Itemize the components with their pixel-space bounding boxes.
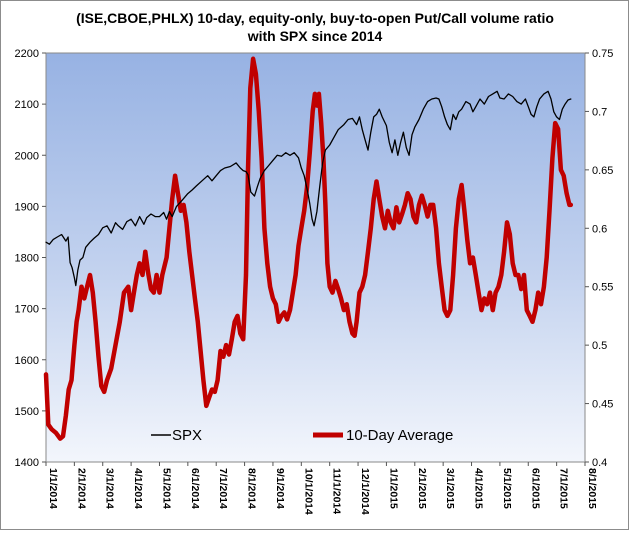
x-tick-label: 2/1/2015 [416, 468, 428, 509]
left-axis: 1400 1500 1600 1700 1800 1900 2000 2100 2200 [15, 48, 46, 469]
legend-avg-label: 10-Day Average [346, 427, 453, 444]
x-tick-label: 9/1/2014 [274, 468, 286, 509]
left-tick-label: 1700 [15, 304, 39, 316]
x-tick-label: 6/1/2014 [189, 468, 201, 509]
series-line-10-day-average [43, 56, 574, 441]
x-tick-label: 1/1/2015 [387, 468, 399, 509]
x-tick-label: 11/1/2014 [331, 468, 343, 514]
x-tick-label: 12/1/2014 [359, 468, 371, 515]
left-tick-label: 1400 [15, 457, 39, 469]
x-tick-label: 7/1/2015 [558, 468, 570, 509]
right-tick-label: 0.5 [592, 340, 607, 352]
x-tick-label: 1/1/2014 [47, 468, 59, 509]
x-tick-label: 10/1/2014 [302, 468, 314, 515]
chart-title-line-1: (ISE,CBOE,PHLX) 10-day, equity-only, buy… [76, 10, 554, 26]
right-tick-label: 0.75 [592, 48, 613, 60]
left-tick-label: 1800 [15, 253, 39, 265]
x-tick-label: 5/1/2014 [160, 468, 172, 509]
left-tick-label: 2000 [15, 150, 39, 162]
legend: SPX 10-Day Average [151, 427, 453, 444]
left-tick-label: 1500 [15, 406, 39, 418]
x-tick-label: 7/1/2014 [217, 468, 229, 509]
x-tick-label: 3/1/2014 [104, 468, 116, 509]
chart-title-line-2: with SPX since 2014 [247, 28, 383, 44]
left-tick-label: 2100 [15, 99, 39, 111]
x-tick-label: 5/1/2015 [501, 468, 513, 509]
x-tick-label: 6/1/2015 [529, 468, 541, 509]
right-tick-label: 0.55 [592, 282, 613, 294]
series-line-spx [45, 90, 572, 287]
x-tick-label: 4/1/2015 [473, 468, 485, 509]
plot-area [45, 52, 586, 463]
x-tick-label: 4/1/2014 [132, 468, 144, 509]
series-layer [43, 56, 574, 441]
right-tick-label: 0.6 [592, 223, 607, 235]
x-tick-label: 8/1/2015 [586, 468, 598, 509]
right-tick-label: 0.45 [592, 399, 613, 411]
right-tick-label: 0.4 [592, 457, 607, 469]
right-axis: 0.4 0.45 0.5 0.55 0.6 0.65 0.7 0.75 [585, 48, 613, 469]
x-axis: 1/1/2014 2/1/2014 3/1/2014 4/1/2014 5/1/2014… [45, 462, 598, 515]
x-tick-label: 2/1/2014 [75, 468, 87, 509]
right-tick-label: 0.7 [592, 106, 607, 118]
legend-spx-label: SPX [172, 427, 202, 444]
left-tick-label: 1600 [15, 355, 39, 367]
right-tick-label: 0.65 [592, 165, 613, 177]
left-tick-label: 1900 [15, 201, 39, 213]
left-tick-label: 2200 [15, 48, 39, 60]
x-tick-label: 8/1/2014 [246, 468, 258, 509]
x-tick-label: 3/1/2015 [444, 468, 456, 509]
